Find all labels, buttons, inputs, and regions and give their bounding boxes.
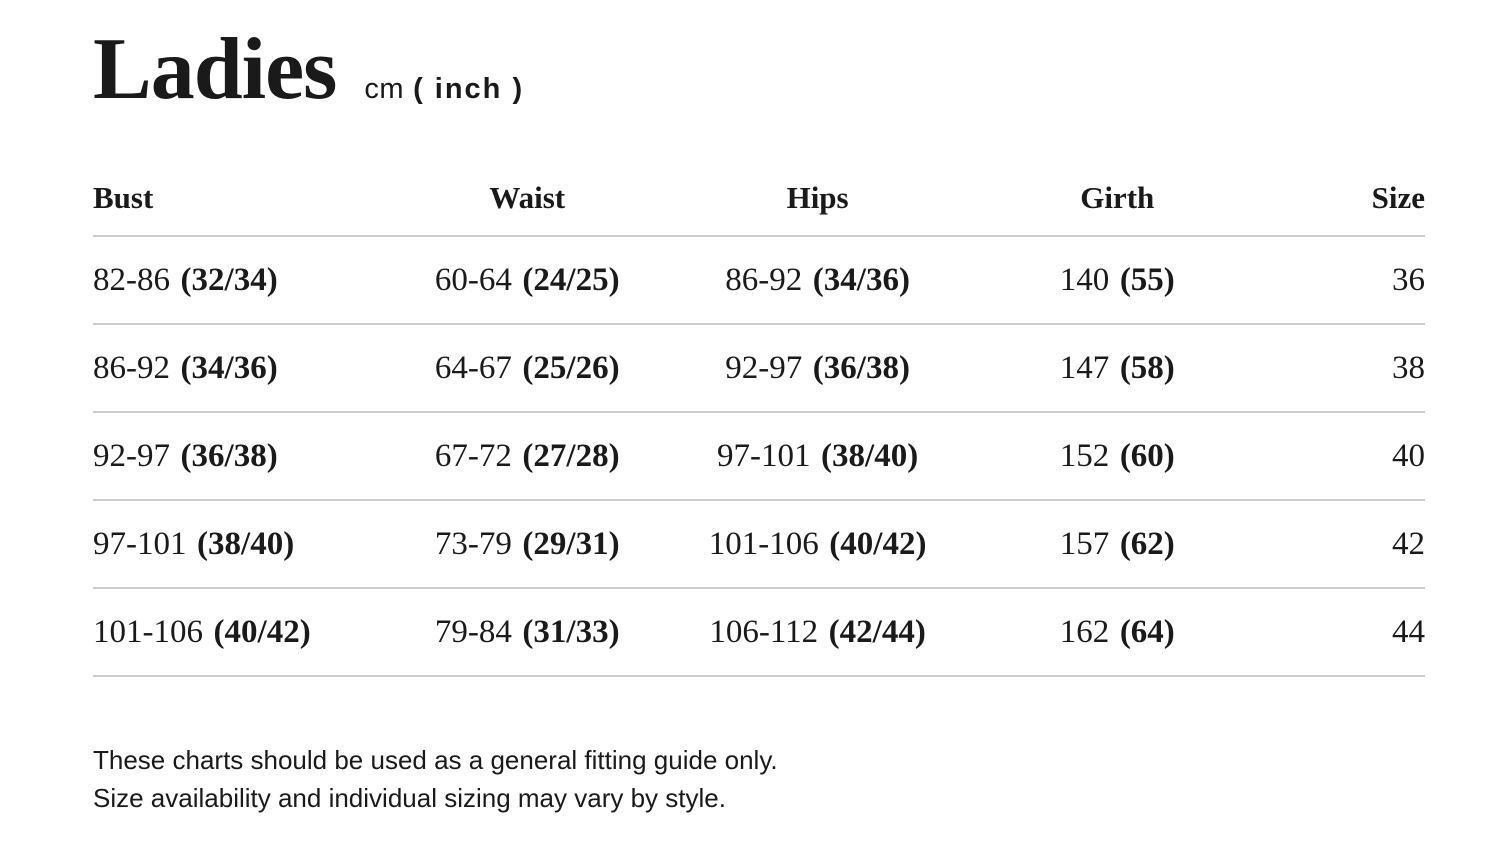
disclaimer-note: These charts should be used as a general… (93, 741, 1425, 817)
waist-cell: 67-72 (27/28) (382, 412, 673, 501)
table-row: 97-101 (38/40) 73-79 (29/31) 101-106 (40/42… (93, 500, 1425, 589)
waist-cell: 64-67 (25/26) (382, 324, 673, 413)
waist-inch-value: (24/25) (522, 261, 620, 298)
column-header-size: Size (1271, 160, 1425, 237)
column-header-waist: Waist (382, 160, 673, 237)
hips-cm-value: 86-92 (725, 261, 803, 298)
column-header-bust: Bust (93, 160, 383, 237)
girth-cell: 140 (55) (962, 236, 1272, 325)
waist-cell: 73-79 (29/31) (382, 500, 673, 589)
disclaimer-line-1: These charts should be used as a general… (93, 745, 778, 775)
units-label: cm( inch ) (364, 73, 524, 106)
waist-cell: 60-64 (24/25) (382, 236, 673, 325)
girth-inch-value: (64) (1119, 613, 1175, 650)
table-row: 101-106 (40/42) 79-84 (31/33) 106-112 (42/4… (93, 588, 1425, 677)
girth-cell: 162 (64) (962, 588, 1272, 677)
hips-cell: 101-106 (40/42) (672, 500, 963, 589)
girth-cm-value: 162 (1059, 613, 1110, 650)
girth-cm-value: 152 (1059, 437, 1110, 474)
hips-cell: 86-92 (34/36) (672, 236, 963, 325)
table-row: 86-92 (34/36) 64-67 (25/26) 92-97 (36/38) 1… (93, 324, 1425, 413)
girth-cm-value: 147 (1059, 349, 1110, 386)
hips-cm-value: 97-101 (716, 437, 811, 474)
girth-inch-value: (62) (1119, 525, 1175, 562)
girth-cm-value: 140 (1059, 261, 1110, 298)
waist-cm-value: 67-72 (434, 437, 512, 474)
girth-cm-value: 157 (1059, 525, 1110, 562)
hips-inch-value: (40/42) (829, 525, 927, 562)
bust-cm-value: 92-97 (93, 437, 170, 474)
table-header-row: Bust Waist Hips Girth Size (93, 160, 1425, 237)
waist-cm-value: 64-67 (434, 349, 512, 386)
bust-inch-value: (36/38) (180, 437, 278, 474)
bust-cell: 92-97 (36/38) (93, 412, 383, 501)
hips-cm-value: 101-106 (708, 525, 819, 562)
hips-cell: 106-112 (42/44) (672, 588, 963, 677)
girth-inch-value: (60) (1119, 437, 1175, 474)
size-cell: 36 (1271, 236, 1425, 325)
girth-inch-value: (55) (1119, 261, 1175, 298)
bust-inch-value: (34/36) (180, 349, 278, 386)
hips-cm-value: 92-97 (725, 349, 803, 386)
size-cell: 38 (1271, 324, 1425, 413)
waist-inch-value: (27/28) (522, 437, 620, 474)
bust-cm-value: 97-101 (93, 525, 187, 562)
waist-cell: 79-84 (31/33) (382, 588, 673, 677)
bust-cell: 82-86 (32/34) (93, 236, 383, 325)
column-header-hips: Hips (672, 160, 963, 237)
ladies-size-table: Bust Waist Hips Girth Size 82-86 (32/34) … (93, 160, 1425, 677)
size-cell: 42 (1271, 500, 1425, 589)
bust-cm-value: 101-106 (93, 613, 203, 650)
bust-cm-value: 82-86 (93, 261, 170, 298)
disclaimer-line-2: Size availability and individual sizing … (93, 783, 726, 813)
column-header-girth: Girth (962, 160, 1272, 237)
hips-inch-value: (38/40) (821, 437, 919, 474)
girth-cell: 147 (58) (962, 324, 1272, 413)
waist-inch-value: (29/31) (522, 525, 620, 562)
table-row: 92-97 (36/38) 67-72 (27/28) 97-101 (38/40) … (93, 412, 1425, 501)
waist-cm-value: 60-64 (434, 261, 512, 298)
page-title: Ladies (93, 21, 337, 118)
hips-inch-value: (34/36) (812, 261, 910, 298)
hips-inch-value: (42/44) (828, 613, 926, 650)
girth-cell: 157 (62) (962, 500, 1272, 589)
hips-cell: 97-101 (38/40) (672, 412, 963, 501)
girth-inch-value: (58) (1119, 349, 1175, 386)
bust-cm-value: 86-92 (93, 349, 170, 386)
bust-inch-value: (40/42) (213, 613, 311, 650)
hips-inch-value: (36/38) (812, 349, 910, 386)
waist-cm-value: 73-79 (434, 525, 512, 562)
bust-cell: 101-106 (40/42) (93, 588, 383, 677)
size-cell: 44 (1271, 588, 1425, 677)
hips-cm-value: 106-112 (709, 613, 819, 650)
bust-inch-value: (32/34) (180, 261, 278, 298)
hips-cell: 92-97 (36/38) (672, 324, 963, 413)
page-header: Ladies cm( inch ) (93, 21, 1425, 118)
bust-cell: 86-92 (34/36) (93, 324, 383, 413)
size-cell: 40 (1271, 412, 1425, 501)
waist-inch-value: (25/26) (522, 349, 620, 386)
waist-inch-value: (31/33) (522, 613, 620, 650)
waist-cm-value: 79-84 (434, 613, 512, 650)
unit-inch-label: ( inch ) (413, 73, 525, 105)
bust-inch-value: (38/40) (197, 525, 295, 562)
girth-cell: 152 (60) (962, 412, 1272, 501)
table-row: 82-86 (32/34) 60-64 (24/25) 86-92 (34/36) 1… (93, 236, 1425, 325)
bust-cell: 97-101 (38/40) (93, 500, 383, 589)
unit-cm-label: cm (364, 73, 405, 105)
